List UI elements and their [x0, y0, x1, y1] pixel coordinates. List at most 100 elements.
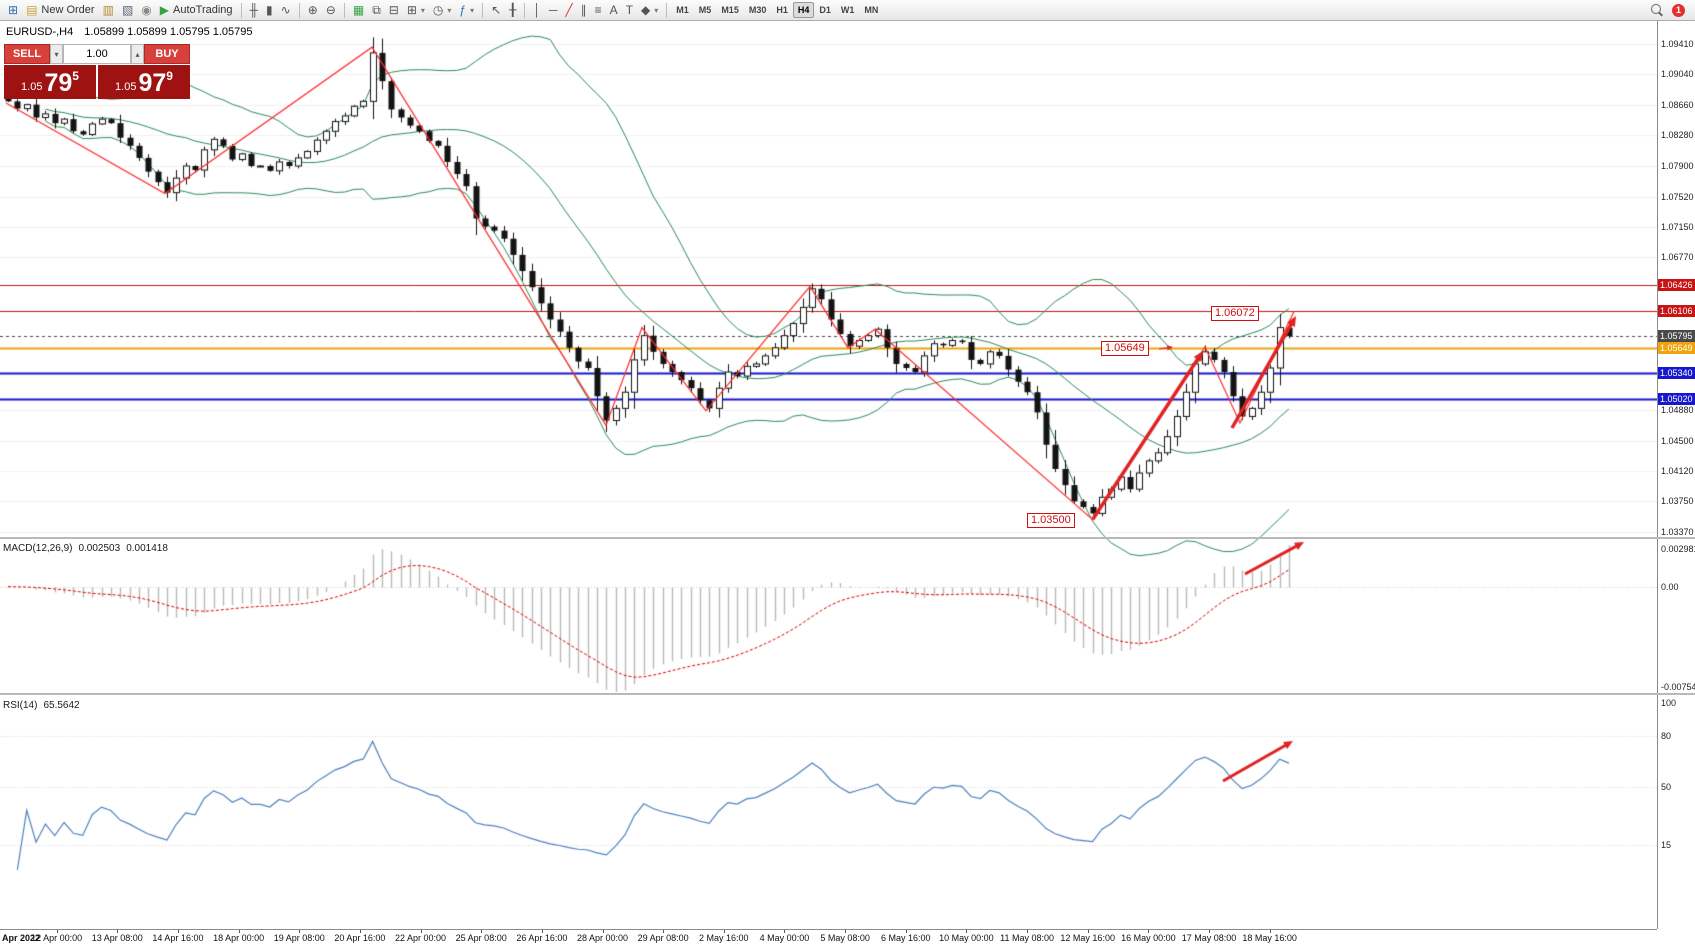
toolbar-horizontal-line-tool[interactable]: ─ — [545, 1, 562, 19]
time-axis-tick — [481, 930, 483, 933]
buy-price-display[interactable]: 1.05 97 9 — [98, 65, 190, 99]
toolbar-crosshair-tool[interactable]: ╂ — [505, 1, 520, 19]
price-tick-label: 1.09410 — [1661, 39, 1694, 49]
volume-input[interactable] — [63, 44, 131, 64]
time-axis-tick — [541, 930, 543, 933]
time-axis-tick — [359, 930, 361, 933]
time-axis-label: 22 Apr 00:00 — [395, 933, 447, 943]
zoom-out-icon: ⊖ — [325, 3, 336, 17]
toolbar-right: 1 — [1651, 3, 1691, 17]
toolbar-fibonacci-tool[interactable]: ≡ — [591, 1, 606, 19]
time-axis[interactable]: Apr 2022 12 Apr 00:00 13 Apr 08:00 14 Apr 1… — [0, 929, 1657, 946]
toolbar-autotrading-button[interactable]: ▶ AutoTrading — [156, 1, 237, 19]
rsi-label: RSI(14) 65.5642 — [3, 700, 86, 711]
timeframe-mn[interactable]: MN — [864, 5, 879, 15]
sell-price-display[interactable]: 1.05 79 5 — [4, 65, 96, 99]
toolbar-new-chart-menu[interactable]: ⊞ ▾ — [403, 1, 429, 19]
price-tick-label: 1.04120 — [1661, 466, 1694, 477]
time-axis-tick — [1209, 930, 1210, 933]
text-tool-icon: A — [609, 3, 618, 17]
timeframe-m1[interactable]: M1 — [676, 5, 689, 15]
timeframe-w1[interactable]: W1 — [840, 5, 855, 15]
toolbar-line-chart-mode[interactable]: ∿ — [277, 1, 295, 19]
price-tick-label: 1.07520 — [1661, 191, 1694, 202]
toolbar-profiles[interactable]: ▥ — [99, 1, 118, 19]
time-axis-tick — [238, 930, 240, 933]
toolbar-candlestick-mode[interactable]: ▮ — [262, 1, 277, 19]
zoom-in-icon: ⊕ — [307, 3, 318, 17]
toolbar-arrange-windows[interactable]: ⊟ — [385, 1, 403, 19]
time-axis-tick — [1027, 930, 1029, 933]
time-axis-tick — [299, 930, 301, 933]
time-axis-label: 26 Apr 16:00 — [516, 933, 568, 943]
mql-community-icon: ◉ — [141, 3, 152, 17]
toolbar-cascade-windows[interactable]: ⧉ — [368, 1, 385, 19]
volume-increase-button[interactable]: ▴ — [131, 44, 144, 64]
indicators-menu-icon: ƒ — [459, 3, 467, 17]
price-chart-canvas[interactable] — [0, 21, 1657, 929]
chart-callout-1.03500[interactable]: 1.03500 — [1027, 513, 1075, 528]
toolbar-indicators-menu[interactable]: ƒ ▾ — [455, 1, 478, 19]
time-axis-label: 17 May 08:00 — [1181, 933, 1237, 943]
periods-menu-icon: ◷ — [432, 3, 444, 17]
one-click-controls: SELL ▾ ▴ BUY — [4, 44, 190, 64]
time-axis-label: 25 Apr 08:00 — [455, 933, 507, 943]
toolbar-periods-menu[interactable]: ◷ ▾ — [429, 1, 456, 19]
profiles-icon: ▥ — [102, 3, 114, 17]
toolbar-zoom-out[interactable]: ⊖ — [322, 1, 340, 19]
new-chart-icon: ⊞ — [8, 3, 19, 17]
timeframe-m15[interactable]: M15 — [721, 5, 739, 15]
price-level-label-1.05020: 1.05020 — [1658, 392, 1695, 405]
channel-tool-icon: ∥ — [580, 3, 587, 17]
macd-label: MACD(12,26,9) 0.002503 0.001418 — [3, 543, 174, 554]
price-tick-label: 1.04500 — [1661, 435, 1694, 446]
timeframe-m30[interactable]: M30 — [748, 5, 767, 15]
rsi-axis-label: 80 — [1661, 731, 1672, 742]
toolbar-vertical-line-tool[interactable]: │ — [529, 1, 545, 19]
toolbar-text-tool[interactable]: A — [606, 1, 622, 19]
sell-price-big: 79 — [44, 69, 73, 97]
toolbar-cursor-tool[interactable]: ↖ — [487, 1, 505, 19]
toolbar-shapes-menu[interactable]: ◆ ▾ — [637, 1, 662, 19]
chart-snapshot-icon: ▧ — [121, 3, 134, 17]
toolbar-bar-chart-mode[interactable]: ╫ — [246, 1, 263, 19]
label-tool-icon: T — [625, 3, 634, 17]
macd-panel-divider[interactable] — [0, 537, 1695, 539]
time-axis-label: 13 Apr 08:00 — [91, 933, 143, 943]
toolbar-channel-tool[interactable]: ∥ — [577, 1, 591, 19]
chart-callout-1.06072[interactable]: 1.06072 — [1211, 306, 1259, 321]
sell-button[interactable]: SELL — [4, 44, 50, 64]
shapes-menu-icon: ◆ — [641, 3, 651, 17]
price-level-label-1.05340: 1.05340 — [1658, 366, 1695, 379]
search-icon[interactable] — [1651, 3, 1664, 17]
timeframe-h4[interactable]: H4 — [792, 2, 815, 18]
toolbar-zoom-in[interactable]: ⊕ — [304, 1, 322, 19]
timeframe-m5[interactable]: M5 — [698, 5, 712, 15]
fibonacci-tool-icon: ≡ — [594, 3, 602, 17]
cascade-windows-icon: ⧉ — [372, 3, 381, 17]
toolbar-new-chart[interactable]: ⊞ — [4, 1, 22, 19]
macd-axis-label: 0.002981 — [1661, 544, 1695, 554]
toolbar-label-tool[interactable]: T — [622, 1, 637, 19]
price-axis[interactable]: 1.09410 1.09040 1.08660 1.08280 1.07900 1.075… — [1657, 21, 1695, 929]
chart-callout-1.05649[interactable]: 1.05649 — [1101, 341, 1149, 356]
toolbar-trendline-tool[interactable]: ╱ — [561, 1, 576, 19]
toolbar-tile-windows[interactable]: ▦ — [349, 1, 368, 19]
toolbar-mql-community[interactable]: ◉ — [137, 1, 155, 19]
time-axis-tick — [602, 930, 604, 933]
time-axis-tick — [1148, 930, 1150, 933]
time-axis-label: 11 May 08:00 — [1000, 933, 1054, 943]
buy-button[interactable]: BUY — [144, 44, 190, 64]
toolbar-new-order-button[interactable]: ▤ New Order — [22, 1, 99, 19]
volume-decrease-button[interactable]: ▾ — [50, 44, 63, 64]
line-chart-mode-icon: ∿ — [280, 3, 291, 17]
toolbar-chart-snapshot[interactable]: ▧ — [118, 1, 137, 19]
time-axis-label: 18 Apr 00:00 — [213, 933, 265, 943]
timeframe-h1[interactable]: H1 — [776, 5, 788, 15]
timeframe-d1[interactable]: D1 — [819, 5, 831, 15]
rsi-panel-divider[interactable] — [0, 693, 1695, 695]
buy-price-prefix: 1.05 — [115, 81, 137, 93]
notification-badge[interactable]: 1 — [1672, 3, 1685, 17]
